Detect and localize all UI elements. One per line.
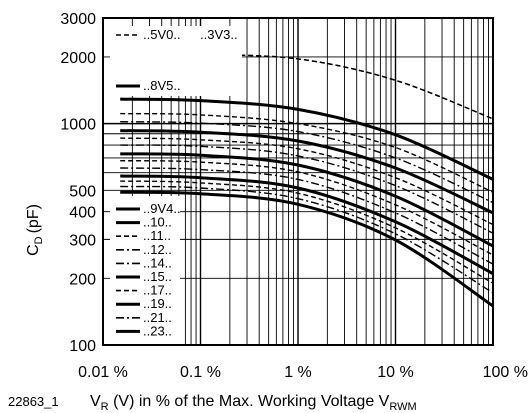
legend-label: ..23.. <box>143 323 172 338</box>
y-tick-label: 2000 <box>60 50 96 67</box>
series-line <box>120 137 494 226</box>
x-axis-label-sub2: RWM <box>389 401 416 413</box>
x-tick-label: 100 % <box>483 364 528 381</box>
series-line <box>120 167 494 265</box>
x-axis-label-sub1: R <box>101 401 109 413</box>
legend: ..5V0.. ..3V3.. ..8V5.. ..9V4....10....11..… <box>116 27 238 338</box>
series-line <box>120 121 494 204</box>
legend-top-background <box>110 26 242 96</box>
figure-id: 22863_1 <box>8 394 59 409</box>
legend-label: ..15.. <box>143 269 172 284</box>
x-tick-label: 0.01 % <box>78 364 128 381</box>
legend-label: ..5V0.. <box>143 27 181 42</box>
y-tick-label: 300 <box>69 232 96 249</box>
legend-label: ..19.. <box>143 296 172 311</box>
legend-label: ..17.. <box>143 283 172 298</box>
legend-label: ..14.. <box>143 255 172 270</box>
x-tick-label: 0.1 % <box>180 364 221 381</box>
legend-label: ..10.. <box>143 215 172 230</box>
legend-bottom-background <box>110 196 180 344</box>
x-axis-label: VR (V) in % of the Max. Working Voltage … <box>90 393 417 413</box>
x-axis-label-mid: (V) in % of the Max. Working Voltage V <box>109 393 390 410</box>
y-axis-label: CD (pF) <box>25 204 45 256</box>
series-line <box>120 129 494 215</box>
x-axis-label-pre: V <box>90 393 101 410</box>
y-tick-label: 400 <box>69 205 96 222</box>
series-line <box>120 97 494 181</box>
y-tick-label: 100 <box>69 338 96 355</box>
legend-label: ..11.. <box>143 228 171 243</box>
legend-label: ..3V3.. <box>200 27 238 42</box>
series-lines <box>120 53 494 308</box>
y-tick-label: 1000 <box>60 117 96 134</box>
y-tick-label: 200 <box>69 271 96 288</box>
y-axis-label-sub: D <box>33 236 45 244</box>
y-tick-label: 3000 <box>60 11 96 28</box>
x-tick-label: 1 % <box>284 364 312 381</box>
series-line <box>120 160 494 256</box>
y-axis-label-unit: (pF) <box>25 204 42 233</box>
legend-label: ..8V5.. <box>143 78 181 93</box>
series-line <box>120 185 494 294</box>
plot-frame <box>102 17 494 346</box>
legend-label: ..21.. <box>143 310 172 325</box>
series-line <box>120 174 494 276</box>
tick-labels: 100 200 300 400 500 1000 2000 3000 0.01 % 0.1 % 1 … <box>60 11 528 381</box>
x-tick-label: 10 % <box>377 364 413 381</box>
series-line <box>120 144 494 234</box>
legend-label: ..9V4.. <box>143 201 181 216</box>
series-line <box>120 190 494 308</box>
legend-label: ..12.. <box>143 242 172 257</box>
y-axis-label-main: C <box>25 244 42 256</box>
series-line <box>120 180 494 284</box>
series-line <box>120 152 494 248</box>
y-tick-label: 500 <box>69 183 96 200</box>
